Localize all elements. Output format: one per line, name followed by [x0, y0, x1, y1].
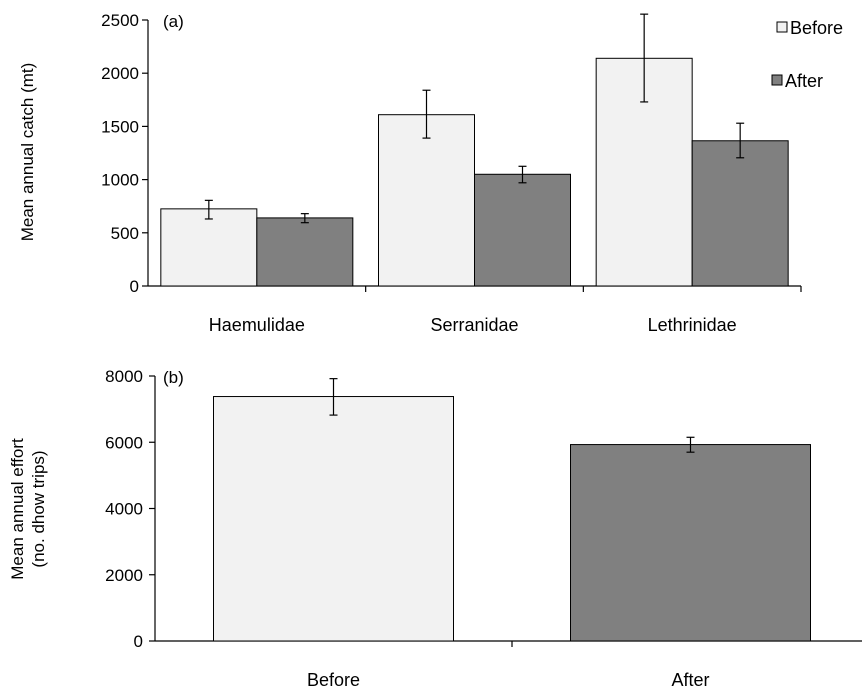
- panel-b-y-tick-label: 4000: [105, 500, 143, 519]
- panel-a-y-tick-label: 2500: [101, 11, 139, 30]
- panel-a-x-category-label: Haemulidae: [209, 315, 305, 335]
- legend-label-before: Before: [790, 18, 843, 38]
- panel-a-legend: Before After: [771, 18, 843, 91]
- bar-effort-after: [570, 444, 811, 642]
- panel-b-effort-chart: Mean annual effort (no. dhow trips) (b) …: [8, 367, 862, 690]
- bar-serranidae-after: [474, 173, 571, 287]
- panel-b-y-tick-label: 0: [134, 632, 143, 651]
- bar-haemulidae-before: [160, 208, 258, 287]
- bar-haemulidae-after: [256, 217, 354, 287]
- panel-a-label: (a): [163, 12, 184, 31]
- panel-a-x-category-label: Serranidae: [430, 315, 518, 335]
- panel-b-y-axis-label-line1: Mean annual effort: [8, 438, 27, 580]
- panel-b-y-tick-label: 8000: [105, 367, 143, 386]
- panel-b-y-tick-label: 6000: [105, 433, 143, 452]
- legend-swatch-before: [776, 21, 788, 33]
- panel-a-catch-chart: Mean annual catch (mt) (a) Before After …: [18, 11, 843, 335]
- bar-lethrinidae-after: [691, 140, 789, 287]
- bar-serranidae-before: [378, 114, 475, 287]
- panel-b-label: (b): [163, 368, 184, 387]
- bar-effort-before: [213, 396, 454, 642]
- panel-a-x-category-label: Lethrinidae: [648, 315, 737, 335]
- legend-swatch-after: [771, 74, 783, 86]
- panel-a-y-axis-label: Mean annual catch (mt): [18, 63, 37, 242]
- panel-a-y-tick-label: 1500: [101, 117, 139, 136]
- legend-label-after: After: [785, 71, 823, 91]
- panel-b-x-category-label: Before: [307, 670, 360, 690]
- panel-b-y-axis-label-line2: (no. dhow trips): [29, 450, 48, 567]
- panel-b-y-tick-label: 2000: [105, 566, 143, 585]
- panel-a-y-tick-label: 2000: [101, 64, 139, 83]
- panel-a-y-tick-label: 0: [130, 277, 139, 296]
- panel-b-x-category-label: After: [671, 670, 709, 690]
- panel-a-y-tick-label: 1000: [101, 171, 139, 190]
- panel-a-y-tick-label: 500: [111, 224, 139, 243]
